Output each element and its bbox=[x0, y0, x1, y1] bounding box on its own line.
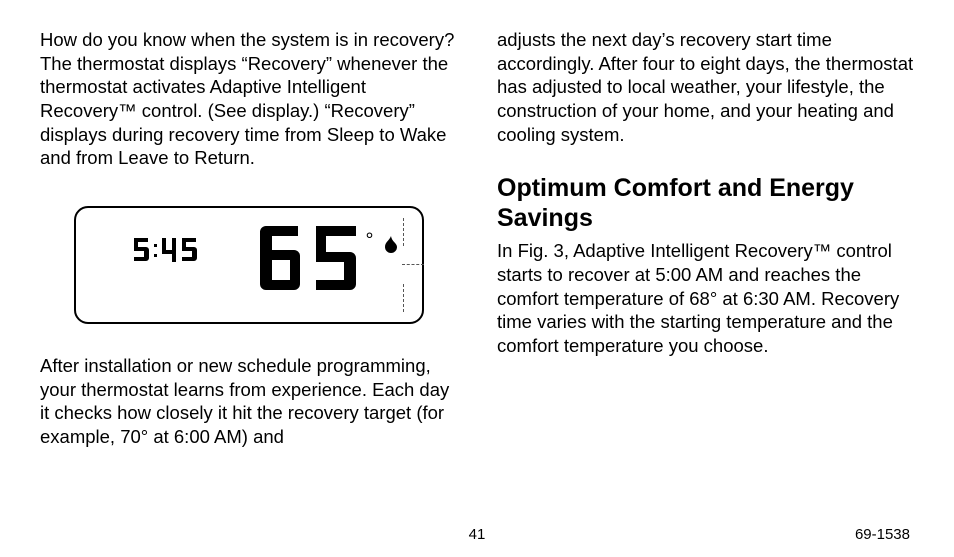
document-id: 69-1538 bbox=[855, 526, 910, 543]
right-paragraph-2: In Fig. 3, Adaptive Intelligent Recovery… bbox=[497, 239, 914, 357]
two-column-layout: How do you know when the system is in re… bbox=[40, 28, 914, 449]
left-paragraph-2: After installation or new schedule progr… bbox=[40, 354, 457, 449]
left-paragraph-1: How do you know when the system is in re… bbox=[40, 28, 457, 170]
thermostat-lcd: ° bbox=[74, 206, 424, 324]
manual-page: How do you know when the system is in re… bbox=[0, 0, 954, 557]
lcd-guide-dash bbox=[403, 218, 404, 246]
right-column: adjusts the next day’s recovery start ti… bbox=[497, 28, 914, 449]
lcd-guide-dash bbox=[403, 284, 404, 312]
section-heading: Optimum Comfort and Energy Savings bbox=[497, 174, 914, 233]
lcd-degree-symbol: ° bbox=[364, 230, 376, 253]
lcd-temp-readout bbox=[256, 222, 366, 307]
lcd-time-svg bbox=[132, 236, 208, 266]
lcd-figure-wrap: ° bbox=[40, 206, 457, 324]
lcd-time-readout bbox=[132, 236, 208, 273]
left-column: How do you know when the system is in re… bbox=[40, 28, 457, 449]
page-number: 41 bbox=[0, 526, 954, 543]
right-paragraph-1: adjusts the next day’s recovery start ti… bbox=[497, 28, 914, 146]
lcd-guide-dash bbox=[402, 264, 424, 265]
lcd-temp-svg bbox=[256, 222, 366, 296]
flame-icon bbox=[384, 236, 398, 259]
